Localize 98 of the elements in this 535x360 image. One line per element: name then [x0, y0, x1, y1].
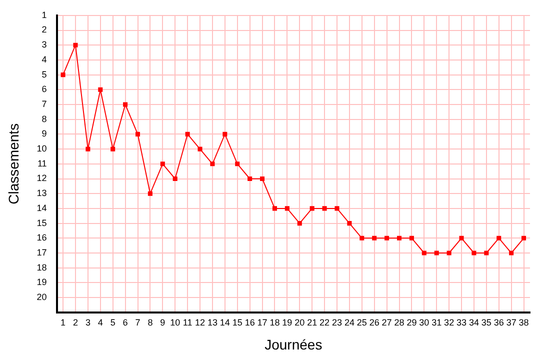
point — [98, 87, 103, 92]
point — [322, 206, 327, 211]
x-tick-label: 27 — [382, 317, 392, 328]
point — [222, 132, 228, 136]
y-tick-label: 13 — [36, 188, 47, 198]
y-tick-label: 16 — [36, 232, 47, 243]
point — [248, 176, 252, 182]
point — [60, 72, 66, 78]
y-tick-label: 12 — [36, 173, 47, 184]
point — [123, 102, 128, 107]
x-tick-label: 37 — [506, 317, 516, 328]
x-tick-label: 7 — [135, 317, 140, 328]
x-tick-label: 38 — [518, 317, 529, 328]
point — [135, 132, 140, 136]
y-tick-label: 10 — [36, 144, 47, 154]
y-axis-title: Classements — [5, 123, 22, 204]
point — [422, 250, 426, 256]
point — [409, 236, 414, 240]
x-tick-label: 18 — [270, 317, 280, 328]
x-tick-label: 8 — [148, 317, 153, 328]
x-tick-label: 35 — [481, 317, 492, 328]
y-tick-label: 17 — [36, 247, 47, 258]
point — [272, 206, 277, 211]
point — [297, 221, 302, 226]
y-tick-label: 7 — [42, 98, 47, 109]
x-tick-label: 12 — [195, 317, 206, 328]
point — [446, 250, 452, 256]
y-tick-label: 15 — [36, 218, 47, 228]
point — [360, 236, 364, 240]
x-tick-label: 33 — [456, 317, 467, 328]
y-tick-label: 19 — [36, 277, 47, 288]
x-tick-label: 25 — [356, 317, 367, 328]
point — [347, 221, 352, 226]
x-tick-label: 1 — [60, 317, 66, 328]
x-tick-label: 24 — [344, 317, 354, 328]
x-tick-label: 23 — [332, 317, 342, 328]
x-tick-label: 26 — [369, 317, 380, 328]
x-tick-label: 11 — [182, 317, 192, 328]
point — [334, 206, 340, 211]
x-tick-label: 30 — [419, 317, 430, 328]
x-tick-label: 13 — [207, 317, 218, 328]
x-tick-label: 22 — [320, 317, 330, 328]
y-tick-label: 2 — [42, 24, 47, 35]
x-tick-label: 31 — [432, 317, 442, 328]
x-tick-label: 5 — [110, 317, 116, 328]
point — [210, 162, 215, 166]
y-tick-label: 4 — [42, 54, 47, 64]
point — [198, 146, 202, 152]
y-tick-label: 14 — [36, 202, 47, 213]
point — [310, 206, 314, 211]
point — [73, 42, 78, 48]
point — [86, 146, 90, 152]
x-tick-label: 2 — [72, 317, 78, 328]
point — [110, 146, 116, 152]
x-axis-title: Journées — [264, 336, 322, 352]
point — [434, 250, 439, 256]
point — [484, 250, 489, 256]
y-tick-label: 6 — [42, 84, 47, 94]
point — [148, 191, 152, 196]
point — [185, 132, 190, 136]
y-tick-label: 8 — [42, 114, 47, 124]
y-tick-label: 1 — [42, 10, 47, 20]
point — [509, 250, 514, 256]
x-tick-label: 6 — [122, 317, 128, 328]
x-tick-label: 36 — [494, 317, 504, 328]
point — [372, 236, 377, 240]
point — [522, 236, 526, 240]
point — [396, 236, 402, 240]
x-tick-label: 10 — [170, 317, 180, 328]
x-tick-label: 15 — [232, 317, 242, 328]
point — [472, 250, 476, 256]
x-tick-label: 19 — [282, 317, 292, 328]
y-tick-label: 3 — [42, 40, 47, 50]
x-tick-label: 17 — [257, 317, 268, 328]
y-tick-label: 5 — [42, 69, 47, 80]
x-tick-label: 20 — [294, 317, 305, 328]
point — [384, 236, 390, 240]
x-tick-label: 28 — [394, 317, 404, 328]
x-tick-label: 4 — [98, 317, 103, 328]
point — [284, 206, 290, 211]
point — [496, 236, 502, 240]
point — [260, 176, 265, 182]
y-tick-label: 18 — [36, 262, 47, 272]
y-tick-label: 11 — [37, 158, 47, 168]
x-tick-label: 34 — [468, 317, 479, 328]
point — [172, 176, 178, 182]
x-tick-label: 3 — [85, 317, 90, 328]
x-tick-label: 16 — [244, 317, 255, 328]
y-tick-label: 9 — [42, 128, 47, 139]
point — [235, 162, 240, 166]
x-tick-label: 21 — [307, 317, 318, 328]
point — [459, 236, 464, 240]
x-tick-label: 14 — [220, 317, 230, 328]
y-tick-label: 20 — [36, 292, 47, 302]
x-tick-label: 9 — [160, 317, 166, 328]
x-tick-label: 32 — [444, 317, 454, 328]
point — [160, 162, 165, 166]
x-tick-label: 29 — [406, 317, 417, 328]
